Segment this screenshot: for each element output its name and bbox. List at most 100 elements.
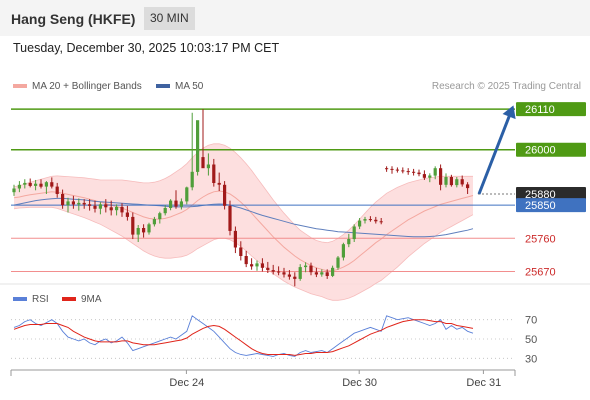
9ma-label: 9MA: [81, 294, 102, 305]
rsi-series-9ma: [13, 319, 474, 356]
candle-body: [12, 188, 16, 193]
candle-body: [422, 174, 426, 178]
candle-body: [190, 171, 194, 188]
candle-body: [401, 170, 405, 172]
candle-body: [23, 182, 27, 185]
candle-body: [228, 205, 232, 231]
candle-body: [223, 184, 227, 206]
candle-body: [50, 182, 54, 187]
candle-body: [88, 204, 92, 206]
candle-body: [336, 257, 340, 268]
candle-body: [314, 272, 318, 275]
candle-body: [82, 202, 86, 205]
candle-body: [277, 271, 281, 273]
level-label-25760: 25760: [525, 233, 556, 245]
candle-body: [125, 212, 129, 217]
x-tick-label-0: Dec 24: [169, 377, 204, 389]
candle-body: [196, 120, 200, 172]
candle-body: [374, 219, 378, 222]
candle-body: [385, 168, 389, 170]
ma20-swatch: [13, 84, 27, 89]
candle-body: [287, 274, 291, 277]
legend-rsi: RSI: [13, 294, 49, 305]
candle-body: [444, 177, 448, 185]
candle-body: [66, 201, 70, 206]
candle-body: [233, 230, 237, 248]
rsi-label: RSI: [32, 294, 49, 305]
candle-body: [115, 206, 119, 211]
x-tick-label-2: Dec 31: [466, 377, 501, 389]
candle-body: [77, 202, 81, 205]
candle-body: [55, 186, 59, 194]
candle-body: [136, 228, 140, 235]
candle-body: [309, 265, 313, 273]
candle-body: [39, 183, 43, 187]
bollinger-upper-line: [13, 143, 473, 244]
ma50-label: MA 50: [175, 81, 204, 92]
9ma-swatch: [62, 297, 76, 302]
candle-body: [250, 264, 254, 267]
candle-body: [239, 247, 243, 256]
trend-arrow-shaft: [477, 108, 514, 195]
candle-body: [379, 221, 383, 223]
candle-body: [358, 220, 362, 227]
timeframe-badge[interactable]: 30 MIN: [144, 7, 195, 30]
candle-body: [244, 256, 248, 265]
rsi-tick-label-70: 70: [525, 315, 537, 327]
level-label-26110: 26110: [525, 104, 555, 116]
rsi-tick-label-50: 50: [525, 334, 537, 346]
candle-body: [206, 164, 210, 169]
candle-body: [201, 157, 205, 169]
ma50-line: [13, 197, 474, 238]
candle-body: [455, 179, 459, 186]
rsi-tick-label-30: 30: [525, 353, 537, 365]
candle-body: [17, 184, 21, 189]
candle-body: [352, 226, 356, 240]
candle-body: [142, 228, 146, 233]
candle-body: [406, 171, 410, 173]
candle-body: [417, 172, 421, 175]
candle-body: [147, 224, 151, 233]
level-label-box-26000: [516, 142, 586, 157]
candle-body: [71, 201, 75, 205]
candle-body: [320, 272, 324, 275]
candle-body: [433, 168, 437, 176]
candle-body: [212, 164, 216, 183]
candle-body: [460, 179, 464, 185]
timestamp: Tuesday, December 30, 2025 10:03:17 PM C…: [13, 41, 280, 55]
candle-body: [93, 205, 97, 209]
candle-body: [363, 219, 367, 221]
bollinger-lower-line: [13, 206, 474, 301]
candle-body: [158, 213, 162, 220]
candle-body: [174, 200, 178, 207]
level-label-25670: 25670: [525, 267, 556, 279]
candle-body: [131, 216, 135, 235]
bollinger-band: [14, 143, 473, 301]
candle-body: [331, 267, 335, 276]
candle-body: [439, 168, 443, 185]
candle-body: [163, 208, 167, 214]
legend-ma50: MA 50: [156, 81, 203, 92]
ma20-label: MA 20 + Bollinger Bands: [32, 81, 142, 92]
candle-body: [152, 219, 156, 225]
trend-arrow-head: [502, 105, 516, 120]
legend-ma20: MA 20 + Bollinger Bands: [13, 81, 142, 92]
candle-body: [169, 200, 173, 208]
x-tick-label-1: Dec 30: [342, 377, 377, 389]
level-label-box-26110: [516, 102, 586, 117]
level-label-25880: 25880: [525, 189, 556, 201]
rsi-series-rsi: [13, 315, 474, 357]
candle-body: [120, 206, 124, 213]
rsi-swatch: [13, 297, 27, 302]
candle-body: [304, 265, 308, 268]
copyright-note: Research © 2025 Trading Central: [431, 81, 581, 92]
candle-body: [412, 171, 416, 173]
candle-body: [28, 182, 32, 186]
candle-body: [466, 184, 470, 189]
ma50-swatch: [156, 84, 170, 89]
candle-body: [347, 239, 351, 245]
candle-body: [44, 182, 48, 187]
candle-body: [293, 276, 297, 279]
level-label-26000: 26000: [525, 145, 556, 157]
